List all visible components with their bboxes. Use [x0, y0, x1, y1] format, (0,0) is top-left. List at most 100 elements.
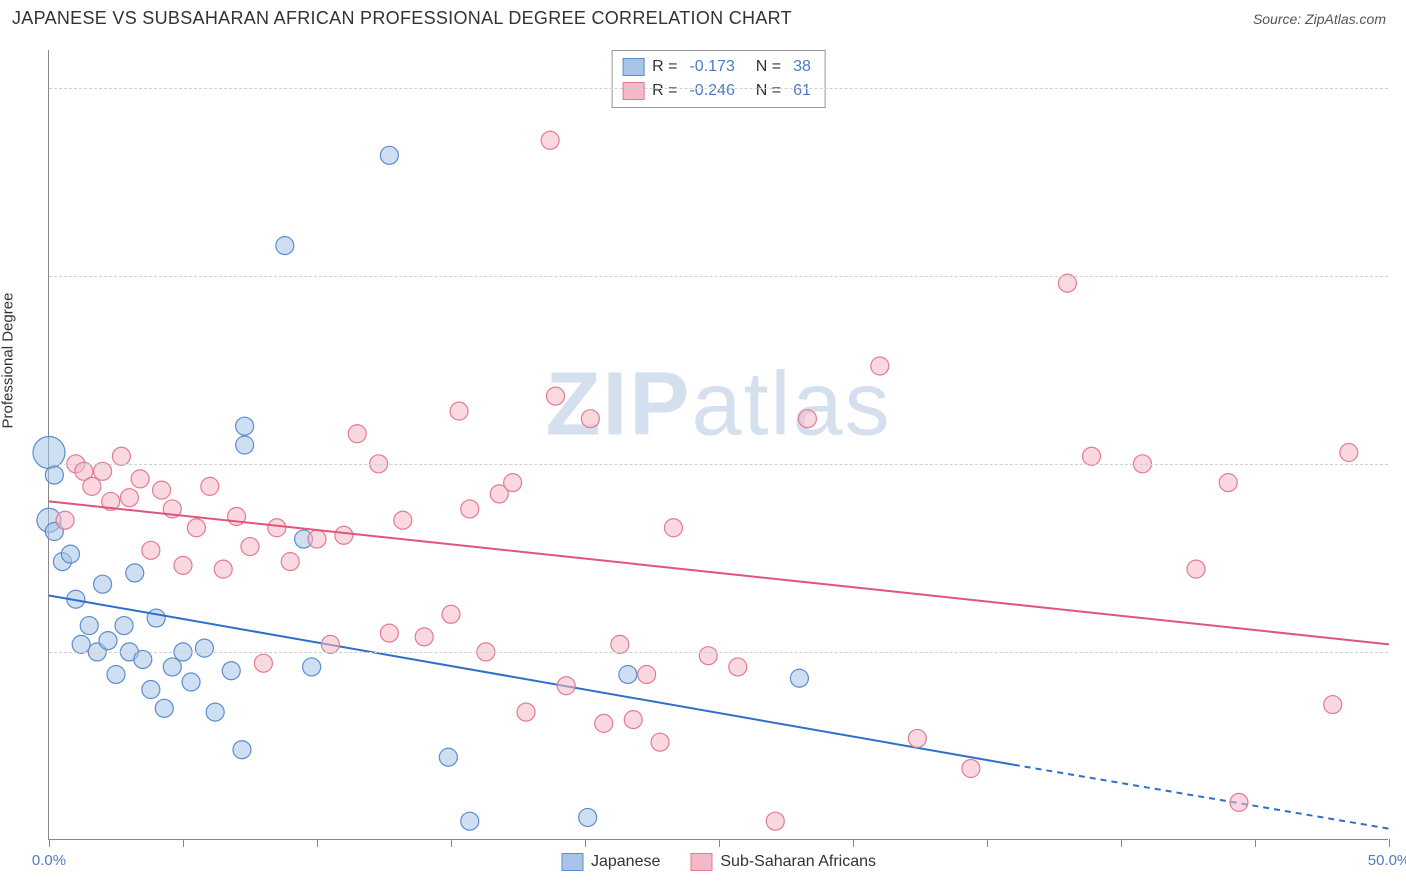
- data-point-subsaharan: [1219, 474, 1237, 492]
- data-point-subsaharan: [380, 624, 398, 642]
- chart-source: Source: ZipAtlas.com: [1253, 11, 1386, 27]
- data-point-subsaharan: [962, 760, 980, 778]
- x-tick: [987, 839, 988, 847]
- data-point-subsaharan: [335, 526, 353, 544]
- data-point-japanese: [461, 812, 479, 830]
- legend-label: Japanese: [591, 853, 660, 871]
- data-point-japanese: [182, 673, 200, 691]
- chart-header: JAPANESE VS SUBSAHARAN AFRICAN PROFESSIO…: [0, 0, 1406, 33]
- data-point-japanese: [790, 669, 808, 687]
- data-point-subsaharan: [581, 410, 599, 428]
- x-tick: [719, 839, 720, 847]
- data-point-subsaharan: [348, 425, 366, 443]
- trend-line-dashed-japanese: [1014, 765, 1389, 829]
- x-tick: [585, 839, 586, 847]
- correlation-legend: R =-0.173 N =38R =-0.246 N =61: [611, 50, 826, 108]
- scatter-plot-svg: [49, 50, 1388, 839]
- data-point-japanese: [147, 609, 165, 627]
- data-point-subsaharan: [1230, 793, 1248, 811]
- data-point-subsaharan: [547, 387, 565, 405]
- data-point-japanese: [61, 545, 79, 563]
- data-point-subsaharan: [1324, 696, 1342, 714]
- y-tick-label: 5.0%: [1392, 455, 1406, 472]
- data-point-subsaharan: [699, 647, 717, 665]
- data-point-subsaharan: [624, 711, 642, 729]
- data-point-japanese: [619, 665, 637, 683]
- data-point-subsaharan: [56, 511, 74, 529]
- data-point-japanese: [134, 650, 152, 668]
- data-point-subsaharan: [1083, 447, 1101, 465]
- data-point-japanese: [303, 658, 321, 676]
- data-point-subsaharan: [415, 628, 433, 646]
- data-point-subsaharan: [1058, 274, 1076, 292]
- corr-legend-row: R =-0.173 N =38: [622, 55, 815, 79]
- data-point-subsaharan: [450, 402, 468, 420]
- data-point-subsaharan: [241, 538, 259, 556]
- data-point-subsaharan: [214, 560, 232, 578]
- y-tick-label: 7.5%: [1392, 267, 1406, 284]
- data-point-subsaharan: [442, 605, 460, 623]
- data-point-japanese: [206, 703, 224, 721]
- data-point-subsaharan: [174, 556, 192, 574]
- data-point-subsaharan: [651, 733, 669, 751]
- data-point-japanese: [94, 575, 112, 593]
- data-point-japanese: [155, 699, 173, 717]
- data-point-subsaharan: [268, 519, 286, 537]
- data-point-subsaharan: [394, 511, 412, 529]
- corr-n-value: 38: [793, 55, 811, 79]
- data-point-japanese: [439, 748, 457, 766]
- data-point-japanese: [276, 237, 294, 255]
- x-tick: [853, 839, 854, 847]
- data-point-subsaharan: [112, 447, 130, 465]
- data-point-subsaharan: [504, 474, 522, 492]
- data-point-subsaharan: [611, 635, 629, 653]
- x-tick-label: 50.0%: [1368, 852, 1406, 869]
- chart-plot-area: ZIPatlas R =-0.173 N =38R =-0.246 N =61 …: [48, 50, 1388, 840]
- data-point-subsaharan: [142, 541, 160, 559]
- data-point-subsaharan: [201, 477, 219, 495]
- data-point-japanese: [126, 564, 144, 582]
- data-point-subsaharan: [94, 462, 112, 480]
- data-point-subsaharan: [83, 477, 101, 495]
- data-point-subsaharan: [1340, 444, 1358, 462]
- x-tick: [183, 839, 184, 847]
- data-point-subsaharan: [254, 654, 272, 672]
- data-point-subsaharan: [541, 131, 559, 149]
- y-tick-label: 10.0%: [1392, 79, 1406, 96]
- y-axis-label: Professional Degree: [0, 293, 17, 429]
- legend-swatch: [690, 853, 712, 871]
- series-legend: Japanese Sub-Saharan Africans: [561, 853, 876, 871]
- data-point-japanese: [99, 632, 117, 650]
- data-point-japanese: [115, 617, 133, 635]
- data-point-japanese: [107, 665, 125, 683]
- legend-label: Sub-Saharan Africans: [720, 853, 876, 871]
- data-point-subsaharan: [595, 714, 613, 732]
- data-point-japanese: [45, 466, 63, 484]
- data-point-subsaharan: [871, 357, 889, 375]
- data-point-subsaharan: [1187, 560, 1205, 578]
- corr-r-value: -0.246: [689, 79, 734, 103]
- legend-swatch: [622, 58, 644, 76]
- gridline-h: [49, 276, 1388, 277]
- data-point-japanese: [380, 146, 398, 164]
- gridline-h: [49, 464, 1388, 465]
- data-point-subsaharan: [187, 519, 205, 537]
- data-point-japanese: [579, 808, 597, 826]
- data-point-subsaharan: [461, 500, 479, 518]
- corr-r-value: -0.173: [689, 55, 734, 79]
- x-tick: [1389, 839, 1390, 847]
- data-point-japanese: [236, 417, 254, 435]
- data-point-subsaharan: [281, 553, 299, 571]
- data-point-japanese: [236, 436, 254, 454]
- data-point-japanese: [195, 639, 213, 657]
- data-point-japanese: [233, 741, 251, 759]
- legend-swatch: [622, 82, 644, 100]
- data-point-subsaharan: [664, 519, 682, 537]
- data-point-subsaharan: [908, 729, 926, 747]
- legend-item: Sub-Saharan Africans: [690, 853, 876, 871]
- x-tick: [49, 839, 50, 847]
- data-point-japanese: [163, 658, 181, 676]
- legend-item: Japanese: [561, 853, 660, 871]
- x-tick: [451, 839, 452, 847]
- data-point-subsaharan: [557, 677, 575, 695]
